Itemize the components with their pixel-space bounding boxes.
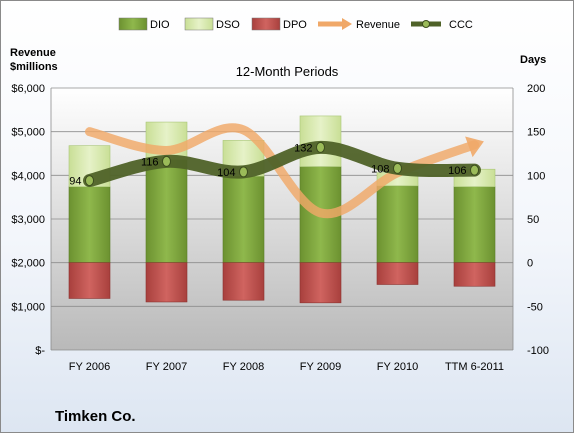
legend-swatch-marker	[422, 20, 430, 28]
left-axis-label-line1: Revenue	[10, 47, 56, 59]
legend-item-dso: DSO	[184, 17, 240, 31]
left-tick-label: $5,000	[11, 127, 45, 139]
ccc-line	[83, 140, 481, 188]
legend-swatch	[118, 17, 148, 31]
dio-bar-fy-2010	[376, 185, 419, 263]
left-tick-label: $2,000	[11, 258, 45, 270]
company-name: Timken Co.	[55, 408, 136, 425]
legend-item-dio: DIO	[118, 17, 170, 31]
left-tick-label: $3,000	[11, 214, 45, 226]
ccc-marker-fy-2008	[239, 166, 248, 178]
legend-label: CCC	[449, 19, 473, 31]
category-label-fy-2007: FY 2007	[146, 361, 187, 373]
ccc-marker-ttm-6-2011	[470, 164, 479, 176]
dio-bar-ttm-6-2011	[453, 186, 496, 263]
legend-item-dpo: DPO	[251, 17, 307, 31]
legend-label: DPO	[283, 19, 307, 31]
right-tick-label: 50	[527, 214, 539, 226]
right-tick-label: -100	[527, 345, 549, 357]
ccc-data-label: 132	[294, 142, 312, 154]
left-axis-label-line2: $millions	[10, 61, 58, 73]
ccc-marker-fy-2009	[316, 141, 325, 153]
ccc-data-label: 116	[141, 156, 159, 168]
legend-item-ccc: CCC	[411, 19, 473, 31]
dpo-bar-fy-2007	[145, 262, 188, 303]
ccc-data-label: 94	[69, 176, 81, 188]
ccc-marker-fy-2010	[393, 162, 402, 174]
ccc-data-label: 106	[448, 165, 466, 177]
legend-label: Revenue	[356, 19, 400, 31]
dio-bar-fy-2007	[145, 159, 188, 263]
dio-bar-fy-2008	[222, 175, 265, 263]
category-label-fy-2010: FY 2010	[377, 361, 418, 373]
dio-bar-fy-2006	[68, 186, 111, 263]
right-axis-ticks: -100 -50 0 50 100 150 200	[527, 83, 549, 357]
legend-swatch	[184, 17, 214, 31]
dpo-bar-fy-2009	[299, 262, 342, 304]
right-axis-label: Days	[520, 54, 546, 66]
legend-item-revenue: Revenue	[318, 18, 400, 31]
ccc-marker-fy-2007	[162, 155, 171, 167]
left-axis-ticks: $- $1,000 $2,000 $3,000 $4,000 $5,000 $6,000	[11, 83, 45, 357]
ccc-data-label: 104	[217, 167, 235, 179]
legend-swatch-arrow	[342, 18, 352, 30]
left-tick-label: $4,000	[11, 170, 45, 182]
left-tick-label: $6,000	[11, 83, 45, 95]
right-tick-label: -50	[527, 301, 543, 313]
left-tick-label: $1,000	[11, 301, 45, 313]
dpo-bar-ttm-6-2011	[453, 262, 496, 287]
category-label-fy-2009: FY 2009	[300, 361, 341, 373]
right-tick-label: 100	[527, 170, 545, 182]
legend-label: DSO	[216, 19, 240, 31]
revenue-arrowhead	[465, 136, 484, 158]
legend-label: DIO	[150, 19, 170, 31]
line-series: 94 116 104 132 108 106	[69, 123, 484, 219]
chart-title: 12-Month Periods	[236, 64, 339, 79]
right-tick-label: 150	[527, 127, 545, 139]
dpo-bar-fy-2006	[68, 262, 111, 299]
right-tick-label: 200	[527, 83, 545, 95]
category-label-fy-2008: FY 2008	[223, 361, 264, 373]
left-tick-label: $-	[35, 345, 45, 357]
category-axis: FY 2006 FY 2007 FY 2008 FY 2009 FY 2010 TTM 6…	[69, 361, 504, 373]
category-label-ttm-6-2011: TTM 6-2011	[445, 361, 504, 373]
legend: DIO DSO DPO Revenue CCC	[118, 17, 473, 31]
category-label-fy-2006: FY 2006	[69, 361, 110, 373]
right-tick-label: 0	[527, 258, 533, 270]
dpo-bar-fy-2008	[222, 262, 265, 301]
ccc-data-label: 108	[371, 163, 389, 175]
dpo-bar-fy-2010	[376, 262, 419, 285]
ccc-marker-fy-2006	[85, 175, 94, 187]
bar-series	[68, 115, 496, 304]
legend-swatch	[251, 17, 281, 31]
